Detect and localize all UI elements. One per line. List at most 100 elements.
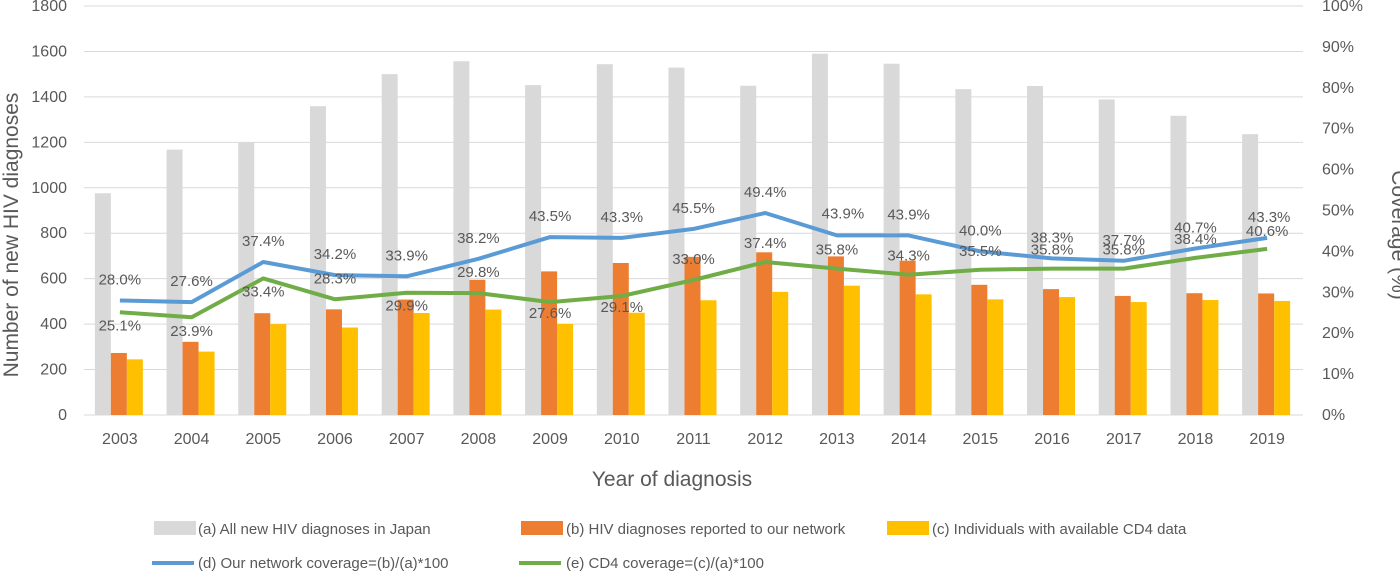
x-tick-label: 2003 [102, 431, 138, 448]
y-tick-label: 600 [40, 271, 67, 288]
y-axis-left: 0 200 400 600 800 1000 1200 1400 1600 1800 [31, 0, 67, 424]
data-label-e: 29.9% [385, 298, 428, 315]
bar [309, 106, 326, 415]
legend-item-b: (b) HIV diagnoses reported to our networ… [521, 521, 846, 538]
legend-label-e: (e) CD4 coverage=(c)/(a)*100 [566, 555, 764, 572]
bar-series-c [126, 285, 1291, 415]
bar [955, 89, 972, 415]
y-tick-label: 1400 [31, 89, 67, 106]
data-label-e: 23.9% [170, 323, 213, 340]
bar [1242, 134, 1259, 416]
legend-label-c: (c) Individuals with available CD4 data [932, 521, 1187, 538]
data-label-d: 43.9% [822, 205, 865, 222]
line-series-e [119, 246, 1268, 320]
data-label-d: 43.9% [887, 206, 930, 223]
legend-label-d: (d) Our network coverage=(b)/(a)*100 [198, 555, 449, 572]
bar [628, 312, 645, 415]
data-label-e: 40.6% [1246, 223, 1289, 240]
y-tick-label: 1200 [31, 134, 67, 151]
bar [668, 67, 685, 416]
bar [899, 260, 916, 415]
data-label-d: 40.7% [1174, 220, 1217, 237]
x-tick-label: 2018 [1178, 431, 1214, 448]
x-tick-label: 2005 [245, 431, 281, 448]
bar [1059, 297, 1076, 415]
data-label-d: 37.7% [1102, 232, 1145, 249]
data-label-e: 29.1% [601, 299, 644, 316]
line-series-d [119, 211, 1268, 305]
y2-tick-label: 90% [1322, 39, 1354, 56]
x-tick-label: 2009 [532, 431, 568, 448]
bar [166, 149, 183, 416]
bar [110, 352, 127, 415]
bar [1114, 295, 1131, 415]
y-tick-label: 1000 [31, 180, 67, 197]
data-label-e: 33.4% [242, 283, 285, 300]
bar [971, 284, 988, 415]
x-tick-label: 2010 [604, 431, 640, 448]
bar [381, 74, 398, 416]
data-label-d: 43.3% [1248, 209, 1291, 226]
data-label-d: 38.2% [457, 230, 500, 247]
data-label-e: 27.6% [529, 305, 572, 322]
bar-series-b [110, 252, 1275, 415]
bar [469, 279, 486, 415]
bar [541, 271, 558, 415]
data-label-d: 49.4% [744, 184, 787, 201]
bar [270, 324, 287, 415]
bar [772, 291, 789, 415]
bar [1258, 293, 1275, 415]
legend-item-e: (e) CD4 coverage=(c)/(a)*100 [519, 555, 764, 572]
bar [684, 256, 701, 415]
data-label-e: 35.8% [1102, 242, 1145, 259]
x-tick-label: 2013 [819, 431, 855, 448]
x-tick-label: 2011 [676, 431, 711, 448]
bar [915, 294, 932, 415]
data-label-d: 27.6% [170, 273, 213, 290]
y2-tick-label: 70% [1322, 121, 1354, 138]
data-labels-group: 28.0% 27.6% 37.4% 34.2% 33.9% 38.2% 43.5% 43.3%… [99, 184, 1291, 340]
x-tick-label: 2006 [317, 431, 353, 448]
bar-series-a [94, 53, 1259, 416]
bar [1098, 99, 1115, 415]
y-tick-label: 400 [40, 316, 67, 333]
data-label-e: 37.4% [744, 235, 787, 252]
bar [1043, 289, 1060, 415]
y-tick-label: 800 [40, 225, 67, 242]
legend-swatch-a [154, 521, 196, 535]
data-label-e: 25.1% [99, 317, 142, 334]
data-label-d: 38.3% [1031, 229, 1074, 246]
x-tick-label: 2012 [747, 431, 783, 448]
bar [254, 313, 271, 415]
legend-item-d: (d) Our network coverage=(b)/(a)*100 [152, 555, 449, 572]
data-label-e: 35.5% [959, 243, 1002, 260]
bar [341, 327, 358, 415]
y-tick-label: 0 [58, 407, 67, 424]
data-label-e: 29.8% [457, 264, 500, 281]
gridlines [84, 5, 1303, 416]
bar [1186, 293, 1203, 415]
bar [413, 312, 430, 415]
bar [700, 300, 717, 415]
data-label-d: 45.5% [672, 200, 715, 217]
y2-tick-label: 80% [1322, 80, 1354, 97]
y-axis-right: 0% 10% 20% 30% 40% 50% 60% 70% 80% 90% 100% [1322, 0, 1363, 424]
bar-series-group [94, 53, 1291, 416]
bar [453, 61, 470, 416]
bar [740, 85, 757, 415]
legend-label-a: (a) All new HIV diagnoses in Japan [198, 521, 431, 538]
bar [557, 323, 574, 415]
y-tick-label: 1600 [31, 43, 67, 60]
x-tick-label: 2016 [1034, 431, 1070, 448]
y2-tick-label: 40% [1322, 243, 1354, 260]
bar [811, 53, 828, 415]
legend-item-c: (c) Individuals with available CD4 data [887, 521, 1187, 538]
legend-swatch-b [521, 521, 563, 535]
data-label-e: 28.3% [314, 270, 357, 287]
legend: (a) All new HIV diagnoses in Japan (b) H… [152, 521, 1187, 572]
data-label-d: 40.0% [959, 222, 1002, 239]
y-tick-label: 1800 [31, 0, 67, 15]
legend-label-b: (b) HIV diagnoses reported to our networ… [566, 521, 846, 538]
data-label-d: 43.3% [601, 209, 644, 226]
data-label-d: 33.9% [385, 247, 428, 264]
